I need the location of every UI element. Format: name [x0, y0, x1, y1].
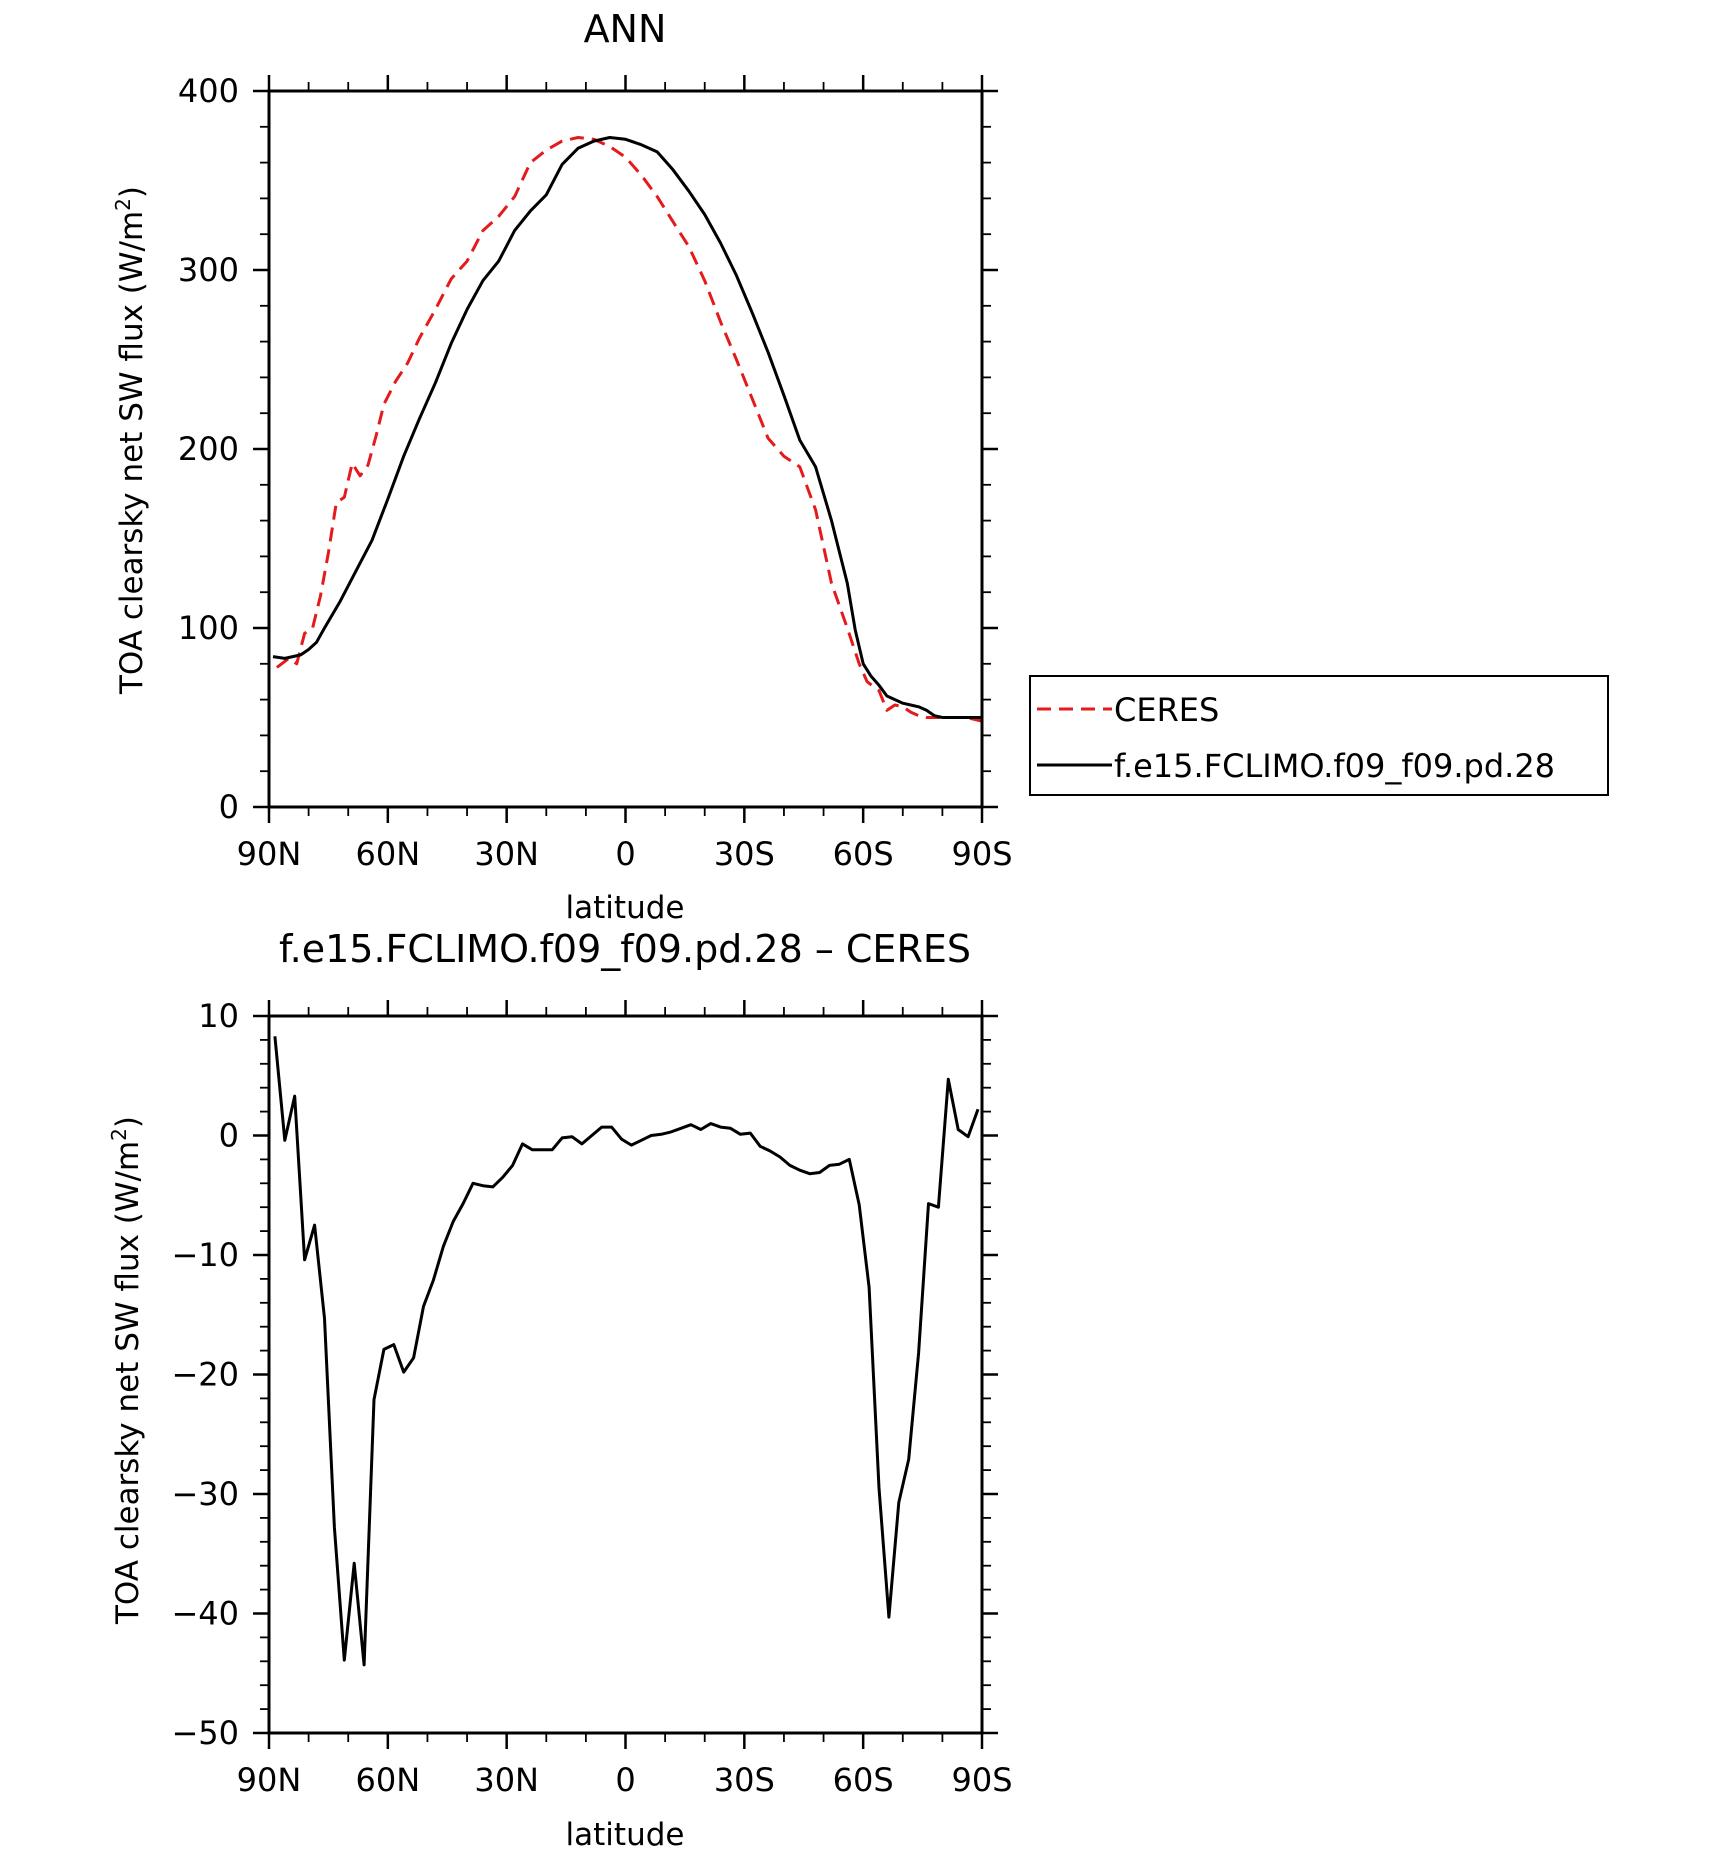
top-panel-title: ANN	[584, 7, 667, 51]
top-panel: ANN latitude TOA clearsky net SW flux (W…	[111, 7, 1609, 926]
series-line-difference	[273, 1036, 980, 1667]
series-line-ceres	[275, 136, 983, 723]
y-tick-label: 300	[178, 251, 239, 289]
x-tick-label: 30N	[474, 1761, 539, 1799]
top-panel-ticks: 90N 60N 30N 0 30S 60S 90S 0 100 200 300 400	[178, 72, 1013, 873]
bottom-panel-title: f.e15.FCLIMO.f09_f09.pd.28 – CERES	[279, 927, 971, 971]
x-tick-label: 60S	[833, 1761, 894, 1799]
top-panel-ylabel-text: TOA clearsky net SW flux (W/m	[114, 211, 150, 695]
bottom-panel-frame	[267, 1014, 984, 1735]
y-tick-label: −40	[171, 1595, 239, 1633]
x-tick-label: 0	[615, 835, 635, 873]
y-tick-label: 0	[219, 1117, 239, 1155]
x-tick-label: 30S	[714, 1761, 775, 1799]
legend-box	[1029, 675, 1609, 796]
x-tick-label: 60S	[833, 835, 894, 873]
x-tick-label: 90S	[951, 1761, 1012, 1799]
x-tick-label: 90S	[951, 835, 1012, 873]
y-tick-label: 200	[178, 430, 239, 468]
y-tick-label: −50	[171, 1714, 239, 1752]
x-tick-label: 0	[615, 1761, 635, 1799]
top-panel-frame	[267, 89, 984, 809]
legend-label-ceres: CERES	[1114, 691, 1219, 729]
legend: CERES f.e15.FCLIMO.f09_f09.pd.28	[1029, 675, 1609, 796]
legend-label-model: f.e15.FCLIMO.f09_f09.pd.28	[1114, 747, 1555, 785]
y-tick-label: 100	[178, 609, 239, 647]
x-tick-label: 30S	[714, 835, 775, 873]
y-tick-label: 10	[198, 997, 239, 1035]
y-tick-label: −10	[171, 1236, 239, 1274]
x-tick-label: 60N	[356, 1761, 421, 1799]
y-tick-label: −20	[171, 1356, 239, 1394]
x-tick-label: 90N	[237, 835, 302, 873]
top-panel-ylabel: TOA clearsky net SW flux (W/m2)	[111, 186, 150, 695]
series-line-f-e15-fclimo-f09-f09-pd-28	[272, 136, 982, 719]
bottom-panel-ylabel: TOA clearsky net SW flux (W/m2)	[107, 1116, 146, 1625]
bottom-panel-series	[273, 1036, 980, 1667]
top-panel-xlabel: latitude	[566, 890, 685, 926]
y-tick-label: 400	[178, 72, 239, 110]
x-tick-label: 90N	[237, 1761, 302, 1799]
bottom-panel-xlabel: latitude	[566, 1817, 685, 1850]
y-tick-label: 0	[219, 788, 239, 826]
y-tick-label: −30	[171, 1475, 239, 1513]
top-panel-series	[272, 136, 983, 723]
x-tick-label: 60N	[356, 835, 421, 873]
bottom-panel-ticks: 90N 60N 30N 0 30S 60S 90S −50 −40 −30 −20 −10 0 10	[171, 997, 1012, 1799]
bottom-panel: f.e15.FCLIMO.f09_f09.pd.28 – CERES latit…	[107, 927, 1013, 1850]
x-tick-label: 30N	[474, 835, 539, 873]
bottom-panel-ylabel-text: TOA clearsky net SW flux (W/m	[110, 1141, 146, 1625]
